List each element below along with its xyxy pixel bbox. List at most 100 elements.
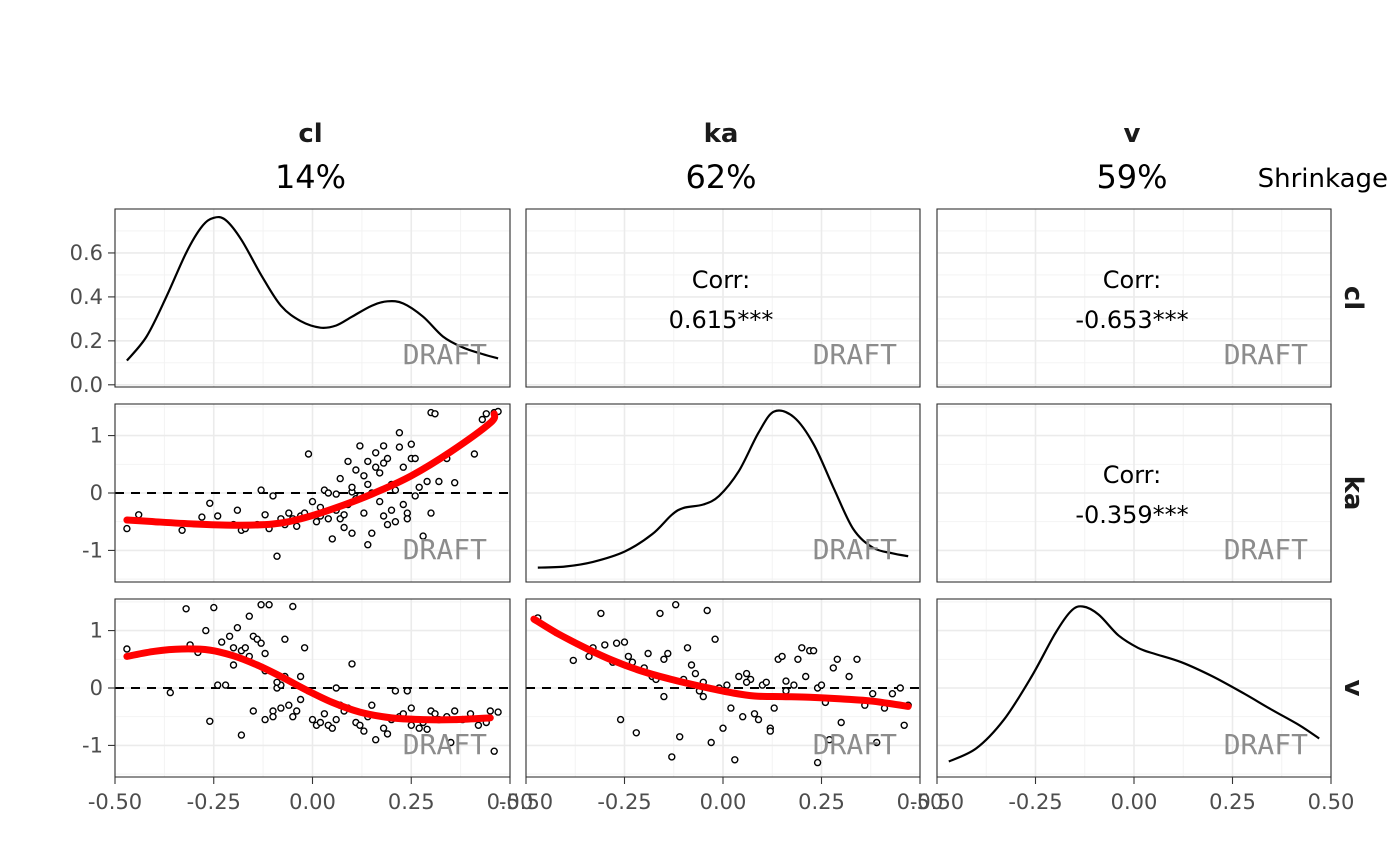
scatter-point	[213, 681, 222, 689]
scatter-point	[794, 655, 802, 663]
scatter-point	[249, 707, 258, 715]
x-tick-label: 0.25	[1209, 790, 1256, 814]
corr-value: 0.615***	[669, 306, 774, 334]
scatter-point	[289, 713, 297, 721]
panel-cl-cl: DRAFT	[114, 208, 511, 388]
scatter-point	[293, 707, 301, 715]
panel-border	[525, 208, 921, 388]
scatter-point	[387, 506, 396, 514]
shrinkage-label: Shrinkage	[1258, 164, 1388, 194]
scatter-point	[399, 463, 407, 471]
scatter-point	[134, 511, 143, 519]
scatter-point	[869, 690, 877, 698]
smooth-line	[530, 615, 912, 710]
x-tick-label: 0.50	[487, 790, 534, 814]
scatter-point	[735, 672, 743, 681]
shrinkage-value-cl: 14%	[275, 158, 346, 196]
scatter-point	[210, 603, 218, 612]
smooth-line	[123, 410, 499, 529]
scatter-point	[383, 454, 392, 463]
x-tick-label: 0.50	[897, 790, 944, 814]
scatter-point	[660, 692, 668, 701]
watermark: DRAFT	[403, 338, 487, 371]
scatter-point	[569, 656, 577, 665]
watermark: DRAFT	[1224, 533, 1308, 566]
scatter-point	[296, 672, 305, 681]
scatter-point	[336, 474, 344, 483]
scatter-point	[798, 644, 806, 652]
corr-label: Corr:	[692, 266, 750, 294]
scatter-point	[368, 529, 376, 537]
scatter-point	[324, 489, 332, 497]
scatter-point	[660, 655, 668, 663]
panel-border	[525, 403, 921, 583]
x-tick-label: 0.00	[700, 790, 747, 814]
y-tick-label: 1	[90, 619, 103, 643]
scatter-point	[123, 524, 131, 533]
scatter-point	[845, 672, 853, 681]
y-tick-label: -1	[82, 538, 103, 562]
scatter-point	[687, 661, 696, 669]
scatter-point	[664, 649, 672, 658]
scatter-point	[241, 644, 250, 652]
row-strip-ka: ka	[1338, 476, 1368, 511]
scatter-point	[391, 518, 400, 526]
scatter-point	[447, 738, 455, 747]
scatter-point	[372, 736, 380, 744]
watermark: DRAFT	[1224, 338, 1308, 371]
scatter-point	[356, 721, 364, 729]
scatter-point	[411, 492, 419, 500]
scatter-point	[332, 684, 340, 692]
scatter-point	[782, 687, 790, 695]
scatter-point	[360, 509, 368, 517]
scatter-point	[778, 652, 786, 661]
scatter-point	[490, 747, 498, 755]
scatter-point	[470, 450, 479, 458]
scatter-point	[474, 721, 483, 729]
corr-value: -0.653***	[1075, 306, 1188, 334]
scatter-point	[289, 602, 297, 611]
scatter-point	[727, 704, 735, 712]
scatter-point	[411, 454, 419, 463]
x-tick-label: 0.25	[798, 790, 845, 814]
scatter-point	[340, 523, 348, 532]
scatter-point	[233, 506, 242, 514]
scatter-point	[403, 687, 411, 695]
y-tick-label: 0	[90, 676, 103, 700]
scatter-point	[206, 499, 214, 507]
scatter-point	[237, 731, 246, 739]
watermark: DRAFT	[1224, 728, 1308, 761]
scatter-point	[202, 626, 210, 635]
scatter-point	[277, 704, 285, 712]
panel-ka-cl: DRAFT	[114, 403, 511, 583]
scatter-point	[225, 632, 234, 640]
scatter-point	[672, 601, 680, 609]
scatter-point	[269, 713, 277, 721]
density-line-ka	[537, 409, 909, 569]
scatter-point	[616, 715, 625, 724]
scatter-point	[356, 442, 364, 450]
scatter-point	[285, 509, 293, 517]
scatter-point	[407, 440, 415, 448]
row-strip-cl: cl	[1338, 286, 1368, 310]
shrinkage-value-v: 59%	[1096, 158, 1167, 196]
column-header-v: v	[1124, 119, 1141, 149]
scatter-point	[427, 509, 435, 517]
scatter-point	[273, 552, 281, 560]
scatter-point	[431, 710, 439, 718]
scatter-point	[340, 511, 348, 519]
scatter-point	[766, 727, 774, 735]
watermark: DRAFT	[813, 728, 897, 761]
scatter-point	[770, 704, 778, 712]
scatter-point	[304, 450, 313, 458]
scatter-point	[206, 717, 214, 725]
scatter-point	[597, 609, 605, 618]
scatter-point	[423, 477, 431, 486]
row-strip-v: v	[1338, 680, 1368, 697]
scatter-point	[853, 655, 861, 663]
x-tick-label: -0.25	[187, 790, 241, 814]
scatter-point	[379, 442, 388, 450]
panel-border	[936, 403, 1332, 583]
scatter-point	[423, 725, 431, 733]
watermark: DRAFT	[813, 533, 897, 566]
